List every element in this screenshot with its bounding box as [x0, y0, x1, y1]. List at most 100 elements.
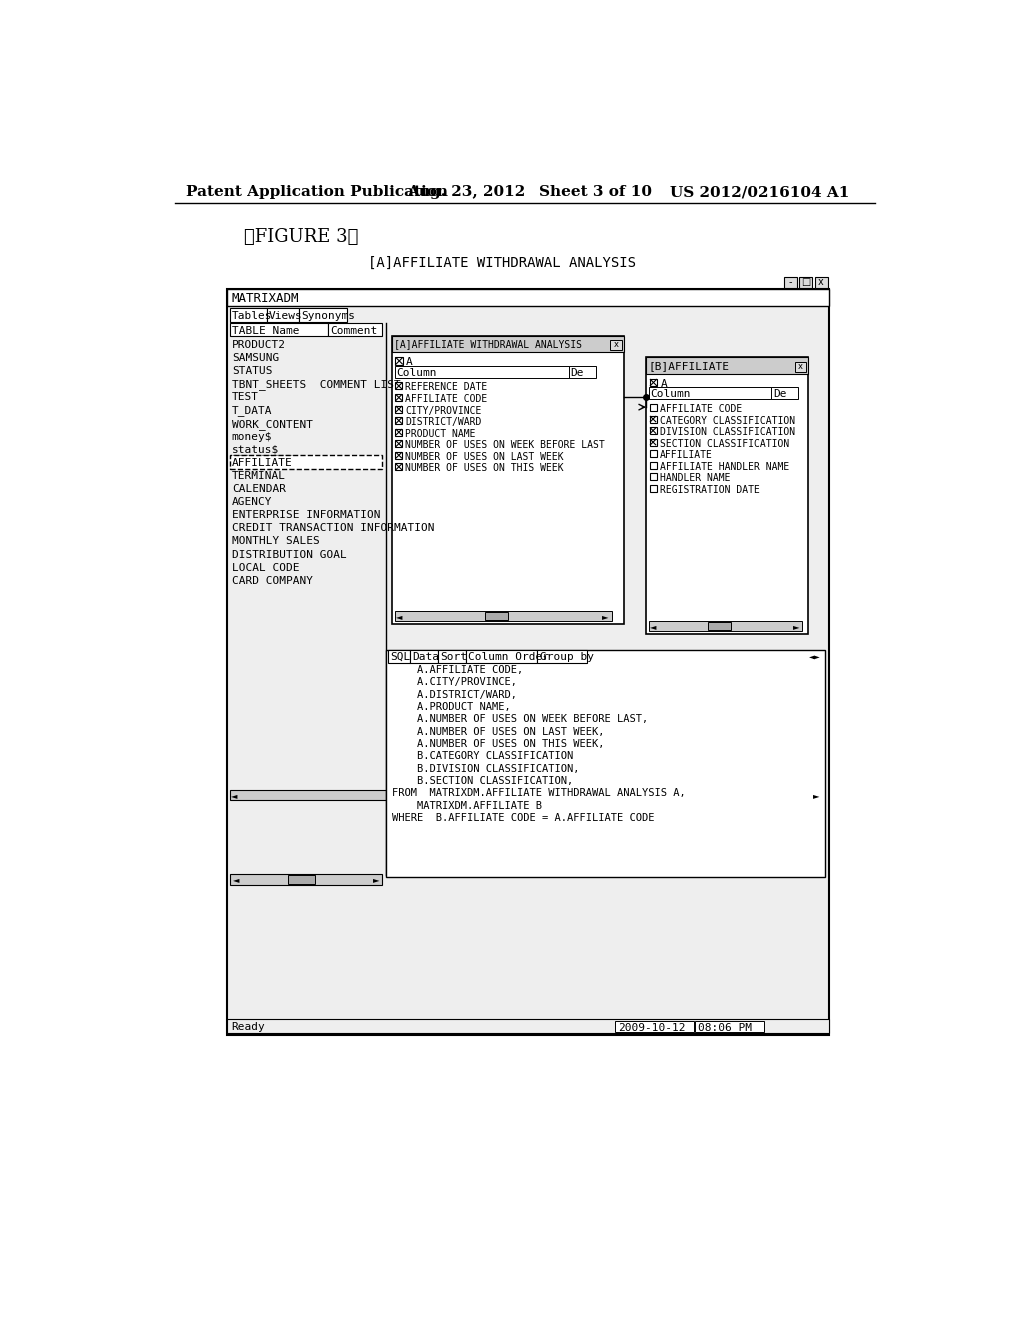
- Text: AFFILIATE: AFFILIATE: [659, 450, 713, 461]
- Bar: [395, 429, 402, 436]
- Bar: [649, 379, 657, 387]
- Text: A.PRODUCT NAME,: A.PRODUCT NAME,: [392, 702, 511, 711]
- Bar: [395, 417, 402, 424]
- Bar: [783, 277, 797, 288]
- Text: MATRIXADM: MATRIXADM: [231, 293, 299, 305]
- Text: Group by: Group by: [540, 652, 594, 661]
- Text: DISTRIBUTION GOAL: DISTRIBUTION GOAL: [231, 549, 346, 560]
- Text: AFFILIATE: AFFILIATE: [231, 458, 293, 467]
- Text: money$: money$: [231, 432, 272, 442]
- Text: [A]AFFILIATE WITHDRAWAL ANALYSIS: [A]AFFILIATE WITHDRAWAL ANALYSIS: [369, 256, 636, 271]
- Text: AFFILIATE CODE: AFFILIATE CODE: [406, 395, 487, 404]
- Text: ENTERPRISE INFORMATION: ENTERPRISE INFORMATION: [231, 511, 380, 520]
- Text: PRODUCT NAME: PRODUCT NAME: [406, 429, 476, 438]
- Bar: [649, 474, 656, 480]
- Bar: [815, 277, 827, 288]
- Text: □: □: [801, 277, 810, 288]
- Bar: [288, 875, 314, 884]
- Text: Column: Column: [650, 389, 691, 400]
- Bar: [229, 323, 328, 335]
- Text: CARD COMPANY: CARD COMPANY: [231, 576, 313, 586]
- Text: ◄: ◄: [396, 612, 402, 620]
- Text: NUMBER OF USES ON LAST WEEK: NUMBER OF USES ON LAST WEEK: [406, 451, 564, 462]
- Text: US 2012/0216104 A1: US 2012/0216104 A1: [671, 185, 850, 199]
- Text: HANDLER NAME: HANDLER NAME: [659, 474, 730, 483]
- Bar: [299, 308, 346, 322]
- Text: DISTRICT/WARD: DISTRICT/WARD: [406, 417, 482, 428]
- Text: A: A: [407, 358, 413, 367]
- Text: [A]AFFILIATE WITHDRAWAL ANALYSIS: [A]AFFILIATE WITHDRAWAL ANALYSIS: [394, 339, 582, 350]
- Text: B.SECTION CLASSIFICATION,: B.SECTION CLASSIFICATION,: [392, 776, 573, 785]
- Text: TBNT_SHEETS  COMMENT LIST: TBNT_SHEETS COMMENT LIST: [231, 379, 400, 391]
- Bar: [569, 366, 596, 378]
- Bar: [395, 405, 402, 412]
- Text: ◄►: ◄►: [809, 652, 821, 661]
- Bar: [395, 463, 402, 470]
- Bar: [328, 323, 382, 335]
- Text: Patent Application Publication: Patent Application Publication: [186, 185, 449, 199]
- Text: Ready: Ready: [231, 1022, 265, 1032]
- Bar: [229, 308, 266, 322]
- Bar: [395, 395, 402, 401]
- Text: NUMBER OF USES ON THIS WEEK: NUMBER OF USES ON THIS WEEK: [406, 463, 564, 474]
- Text: 08:06 PM: 08:06 PM: [698, 1023, 753, 1034]
- Text: CATEGORY CLASSIFICATION: CATEGORY CLASSIFICATION: [659, 416, 795, 425]
- Text: Sheet 3 of 10: Sheet 3 of 10: [539, 185, 651, 199]
- Bar: [649, 462, 656, 469]
- Bar: [484, 612, 508, 620]
- Text: B.CATEGORY CLASSIFICATION: B.CATEGORY CLASSIFICATION: [392, 751, 573, 762]
- Text: A.DISTRICT/WARD,: A.DISTRICT/WARD,: [392, 689, 517, 700]
- Bar: [649, 622, 802, 631]
- Text: AGENCY: AGENCY: [231, 498, 272, 507]
- Text: SAMSUNG: SAMSUNG: [231, 354, 280, 363]
- Bar: [695, 1020, 764, 1032]
- Text: A.NUMBER OF USES ON LAST WEEK,: A.NUMBER OF USES ON LAST WEEK,: [392, 726, 605, 737]
- Bar: [229, 455, 382, 470]
- Text: T_DATA: T_DATA: [231, 405, 272, 417]
- Text: De: De: [570, 368, 584, 378]
- Text: TABLE Name: TABLE Name: [231, 326, 299, 337]
- Bar: [649, 404, 656, 411]
- Text: ◄: ◄: [650, 622, 656, 631]
- Bar: [771, 387, 799, 400]
- Text: NUMBER OF USES ON WEEK BEFORE LAST: NUMBER OF USES ON WEEK BEFORE LAST: [406, 441, 605, 450]
- Text: LOCAL CODE: LOCAL CODE: [231, 562, 299, 573]
- Text: Comment: Comment: [331, 326, 378, 337]
- Text: WHERE  B.AFFILIATE CODE = A.AFFILIATE CODE: WHERE B.AFFILIATE CODE = A.AFFILIATE COD…: [392, 813, 654, 822]
- Bar: [229, 789, 823, 800]
- Bar: [649, 438, 656, 446]
- Text: CALENDAR: CALENDAR: [231, 484, 286, 494]
- Text: x: x: [818, 277, 823, 288]
- Text: De: De: [773, 389, 786, 400]
- Text: Data: Data: [413, 652, 439, 661]
- Bar: [649, 428, 656, 434]
- Bar: [391, 335, 624, 624]
- Text: Column Order: Column Order: [468, 652, 549, 661]
- Text: PRODUCT2: PRODUCT2: [231, 341, 286, 350]
- Bar: [394, 611, 611, 622]
- Bar: [466, 649, 538, 663]
- Bar: [649, 416, 656, 422]
- Bar: [394, 366, 569, 378]
- Text: Views: Views: [269, 312, 303, 321]
- Text: TERMINAL: TERMINAL: [231, 471, 286, 480]
- Text: 「FIGURE 3」: 「FIGURE 3」: [245, 227, 358, 246]
- Text: STATUS: STATUS: [231, 367, 272, 376]
- Bar: [799, 277, 812, 288]
- Bar: [614, 1020, 693, 1032]
- Bar: [646, 356, 809, 374]
- Text: AFFILIATE HANDLER NAME: AFFILIATE HANDLER NAME: [659, 462, 788, 471]
- Text: ►: ►: [793, 622, 799, 631]
- Bar: [395, 451, 402, 459]
- Bar: [395, 441, 402, 447]
- Bar: [649, 484, 656, 492]
- Text: x: x: [613, 341, 618, 350]
- Text: ►: ►: [813, 791, 819, 800]
- Text: Tables: Tables: [231, 312, 272, 321]
- Bar: [538, 649, 587, 663]
- Text: ►: ►: [602, 612, 608, 620]
- Text: ◄: ◄: [232, 875, 240, 883]
- Text: WORK_CONTENT: WORK_CONTENT: [231, 418, 313, 429]
- Text: Column: Column: [396, 368, 436, 378]
- Text: REFERENCE DATE: REFERENCE DATE: [406, 383, 487, 392]
